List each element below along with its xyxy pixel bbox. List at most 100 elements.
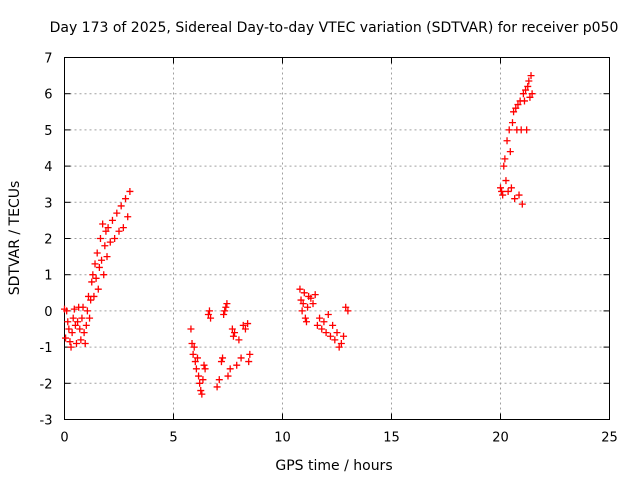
data-point: [518, 200, 526, 208]
data-point: [220, 311, 228, 319]
data-point: [301, 314, 309, 322]
data-point: [88, 278, 96, 286]
data-point: [297, 296, 305, 304]
data-point: [113, 209, 121, 217]
y-tick-label: 4: [44, 160, 52, 175]
data-point: [117, 202, 125, 210]
data-point: [101, 242, 109, 250]
data-point: [235, 336, 243, 344]
data-point: [192, 365, 200, 373]
data-point: [219, 354, 227, 362]
data-point: [196, 379, 204, 387]
data-point: [246, 350, 254, 358]
x-tick-label: 15: [383, 431, 400, 446]
y-tick-label: 3: [44, 196, 52, 211]
data-point: [344, 307, 352, 315]
x-tick-label: 25: [601, 431, 618, 446]
x-tick-labels: 0 5 10 15 20 25: [60, 431, 617, 446]
data-point: [104, 224, 112, 232]
data-point: [124, 213, 132, 221]
data-point: [189, 350, 197, 358]
y-tick-label: 2: [44, 233, 52, 248]
data-point: [296, 285, 304, 293]
data-point: [122, 195, 130, 203]
data-point: [82, 321, 90, 329]
data-point: [340, 332, 348, 340]
y-tick-label: -2: [40, 377, 53, 392]
data-point: [526, 93, 534, 101]
data-point: [524, 82, 532, 90]
data-point: [195, 372, 203, 380]
data-point: [95, 263, 103, 271]
data-point: [502, 177, 510, 185]
data-point: [304, 303, 312, 311]
y-tick-label: 5: [44, 124, 52, 139]
data-points: [61, 72, 536, 398]
data-point: [499, 191, 507, 199]
data-point: [115, 227, 123, 235]
data-point: [229, 332, 237, 340]
data-point: [65, 325, 73, 333]
data-point: [89, 271, 97, 279]
data-point: [299, 300, 307, 308]
data-point: [92, 274, 100, 282]
data-point: [520, 97, 528, 105]
data-point: [239, 321, 247, 329]
data-point: [217, 358, 225, 366]
x-tick-label: 0: [60, 431, 68, 446]
data-point: [342, 303, 350, 311]
data-point: [515, 191, 523, 199]
data-point: [67, 343, 75, 351]
data-point: [70, 305, 78, 313]
data-point: [119, 224, 127, 232]
data-point: [311, 291, 319, 299]
data-point: [233, 361, 241, 369]
data-point: [309, 300, 317, 308]
data-point: [126, 187, 134, 195]
data-point: [228, 325, 236, 333]
data-point: [201, 365, 209, 373]
data-point: [79, 303, 87, 311]
y-tick-label: 0: [44, 305, 52, 320]
data-point: [326, 332, 334, 340]
data-point: [519, 90, 527, 98]
data-point: [80, 329, 88, 337]
data-point: [93, 249, 101, 257]
data-point: [64, 318, 72, 326]
y-tick-label: -3: [40, 414, 53, 429]
data-point: [199, 376, 207, 384]
data-point: [302, 318, 310, 326]
y-tick-labels: -3 -2 -1 0 1 2 3 4 5 6 7: [40, 52, 53, 429]
data-point: [231, 329, 239, 337]
data-point: [207, 314, 215, 322]
y-axis-label: SDTVAR / TECUs: [7, 181, 23, 296]
data-point: [62, 334, 70, 342]
data-point: [106, 238, 114, 246]
data-point: [320, 318, 328, 326]
data-point: [331, 336, 339, 344]
data-point: [99, 220, 107, 228]
data-point: [221, 307, 229, 315]
data-point: [337, 339, 345, 347]
y-tick-label: 6: [44, 88, 52, 103]
data-point: [316, 314, 324, 322]
data-point: [81, 339, 89, 347]
data-point: [333, 329, 341, 337]
chart-title: Day 173 of 2025, Sidereal Day-to-day VTE…: [50, 20, 619, 36]
data-point: [224, 372, 232, 380]
data-point: [87, 296, 95, 304]
x-tick-label: 20: [492, 431, 509, 446]
data-point: [198, 390, 206, 398]
axis-ticks: [64, 57, 610, 420]
data-point: [213, 383, 221, 391]
data-point: [187, 325, 195, 333]
data-point: [94, 285, 102, 293]
data-point: [83, 307, 91, 315]
data-point: [96, 235, 104, 242]
data-point: [505, 126, 513, 134]
data-point: [193, 354, 201, 362]
data-point: [511, 195, 519, 203]
x-axis-label: GPS time / hours: [275, 458, 392, 474]
data-point: [313, 321, 321, 329]
